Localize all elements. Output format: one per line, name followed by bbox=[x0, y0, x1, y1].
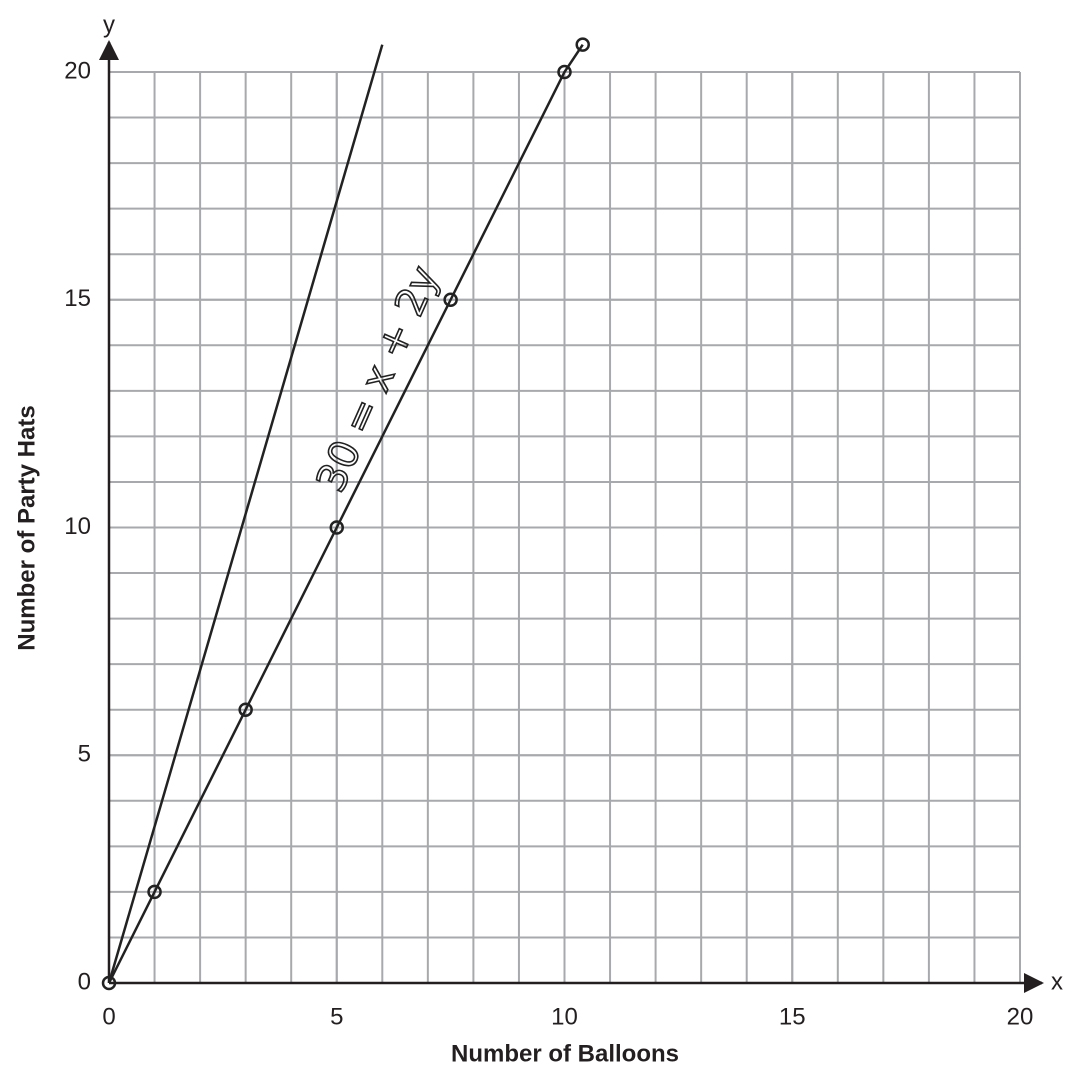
y-tick-label: 5 bbox=[78, 741, 91, 768]
y-tick-label: 10 bbox=[64, 513, 91, 540]
data-line bbox=[107, 43, 584, 984]
y-axis-title: Number of Party Hats bbox=[13, 405, 40, 650]
x-axis-title: Number of Balloons bbox=[451, 1040, 679, 1067]
x-axis-name: x bbox=[1051, 968, 1063, 995]
x-tick-label: 20 bbox=[1007, 1003, 1034, 1030]
data-point bbox=[329, 520, 344, 535]
data-point bbox=[443, 292, 458, 307]
x-tick-label: 0 bbox=[102, 1003, 115, 1030]
data-point bbox=[557, 64, 572, 80]
data-point bbox=[238, 702, 253, 717]
data-point bbox=[101, 975, 117, 991]
x-tick-label: 5 bbox=[330, 1003, 343, 1030]
y-tick-label: 0 bbox=[78, 968, 91, 995]
x-tick-label: 15 bbox=[779, 1003, 806, 1030]
data-line bbox=[107, 44, 384, 984]
y-axis-name: y bbox=[103, 11, 115, 38]
x-tick-label: 10 bbox=[551, 1003, 578, 1030]
data-point bbox=[575, 37, 590, 52]
y-tick-label: 20 bbox=[64, 57, 91, 84]
grid bbox=[108, 71, 1021, 984]
data-point bbox=[147, 884, 162, 900]
y-tick-label: 15 bbox=[64, 285, 91, 312]
